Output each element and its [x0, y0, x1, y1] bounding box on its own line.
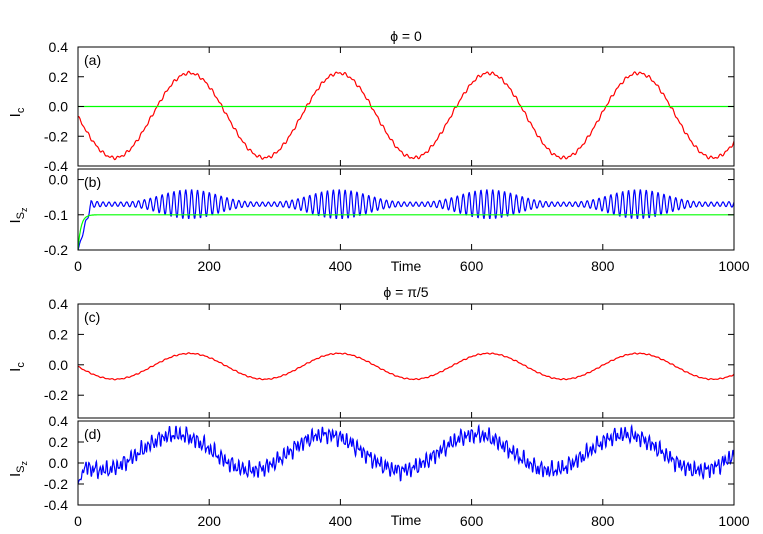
chart-b-xlabel: Time: [391, 258, 422, 274]
chart-d-ylabel-main: I: [7, 473, 24, 477]
chart-a-ytick-label: 0.4: [49, 39, 69, 55]
chart-b-xtick-label: 200: [198, 258, 222, 274]
chart-b-ytick-label: -0.1: [44, 207, 68, 223]
panel-a-title: ϕ = 0: [390, 28, 422, 44]
chart-a-ytick-label: -0.4: [44, 158, 68, 174]
chart-c-series-0: [78, 352, 734, 381]
chart-d-ylabel: ISz: [7, 460, 29, 477]
chart-b-xtick-label: 400: [329, 258, 353, 274]
chart-d-ytick-label: 0.2: [49, 434, 69, 450]
chart-b-xtick-label: 600: [460, 258, 484, 274]
chart-c-ytick-label: 0.4: [49, 296, 69, 312]
chart-c-ytick-label: -0.2: [44, 387, 68, 403]
chart-b-ylabel-main: I: [7, 219, 24, 223]
chart-d-xtick-label: 0: [74, 513, 82, 529]
chart-d-ytick-label: 0.4: [49, 413, 69, 429]
chart-d-ylabel-sub: S: [15, 465, 27, 472]
chart-d-panel-label: (d): [84, 426, 101, 442]
chart-b-ylabel-sub: S: [15, 212, 27, 219]
chart-b-xtick-label: 0: [74, 258, 82, 274]
chart-a-ylabel-main: I: [7, 113, 24, 117]
chart-d-ylabel-subsub: z: [19, 460, 29, 465]
chart-b-xtick-label: 1000: [718, 258, 749, 274]
chart-d-xtick-label: 1000: [718, 513, 749, 529]
chart-b-xtick-label: 800: [591, 258, 615, 274]
chart-d-ytick-label: -0.2: [44, 476, 68, 492]
chart-d-ytick-label: 0.0: [49, 455, 69, 471]
panel-d: 0.4 0.2 0.0 -0.2 -0.4 0 200 400 600 800 1000 Time (d…: [7, 413, 750, 529]
chart-c-ylabel-sub: c: [15, 362, 27, 368]
chart-a-ylabel: Ic: [7, 107, 27, 117]
chart-c-ylabel: Ic: [7, 362, 27, 372]
chart-d-xtick-label: 800: [591, 513, 615, 529]
chart-b-series-0: [78, 189, 734, 250]
chart-c-panel-label: (c): [84, 309, 100, 325]
chart-b-ytick-label: -0.2: [44, 242, 68, 258]
chart-d-xtick-label: 400: [329, 513, 353, 529]
panel-c: ϕ = π/5 0.4 0.2 0.0 -0.2 (c) Ic: [7, 284, 735, 419]
chart-c-frame: [77, 303, 735, 419]
panel-b: 0.0 -0.1 -0.2 0 200 400 600 800 1000 Time (b) ISz: [7, 168, 750, 274]
chart-d-xlabel: Time: [391, 512, 422, 528]
chart-c-ytick-label: 0.2: [49, 326, 69, 342]
chart-a-ylabel-sub: c: [15, 107, 27, 113]
chart-b-ylabel-subsub: z: [19, 207, 29, 212]
chart-c-ylabel-main: I: [7, 368, 24, 372]
chart-d-series-0: [78, 423, 734, 485]
panel-c-title: ϕ = π/5: [383, 284, 428, 300]
chart-c-ytick-label: 0.0: [49, 357, 69, 373]
chart-d-xtick-label: 600: [460, 513, 484, 529]
chart-b-series-1: [78, 214, 734, 250]
chart-a-panel-label: (a): [84, 52, 101, 68]
panel-a: ϕ = 0 0.4 0.2 0.0 -0.2 -0.4 (a) Ic: [7, 28, 735, 174]
chart-d-ytick-label: -0.4: [44, 497, 68, 513]
chart-b-panel-label: (b): [84, 174, 101, 190]
chart-a-ytick-label: 0.0: [49, 99, 69, 115]
chart-a-series-0: [78, 70, 734, 161]
chart-a-ytick-label: -0.2: [44, 128, 68, 144]
chart-a-ytick-label: 0.2: [49, 69, 69, 85]
chart-d-xtick-label: 200: [198, 513, 222, 529]
chart-b-frame: [77, 168, 735, 251]
chart-b-ylabel: ISz: [7, 207, 29, 224]
chart-b-ytick-label: 0.0: [49, 172, 69, 188]
